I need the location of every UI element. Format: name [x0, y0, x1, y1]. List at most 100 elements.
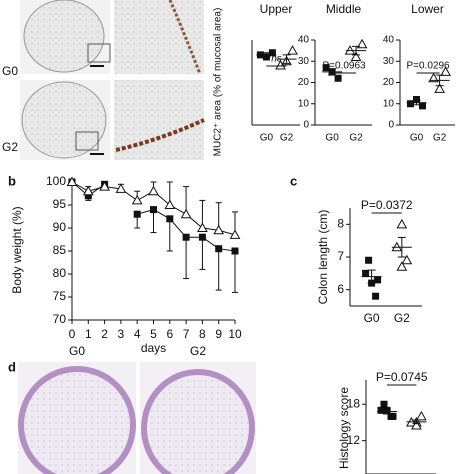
stain — [115, 118, 205, 152]
marker — [334, 74, 342, 82]
marker — [419, 102, 426, 110]
tissue — [21, 81, 107, 159]
stain — [168, 0, 202, 75]
marker — [150, 206, 157, 214]
marker — [413, 96, 420, 103]
marker — [350, 51, 362, 61]
y-tick-label: 0 — [388, 120, 394, 131]
tissue — [23, 0, 105, 73]
y-tick-label: 90 — [53, 220, 67, 234]
micrographs-a: G0 G2 — [2, 0, 205, 160]
x-tick-label: G2 — [280, 133, 294, 144]
marker — [268, 49, 276, 57]
x-tick-label: 8 — [199, 327, 206, 341]
x-tick-label: G2 — [433, 133, 447, 144]
y-tick-label: 18 — [347, 396, 361, 410]
x-axis-label: days — [141, 341, 166, 355]
marker — [148, 185, 159, 196]
marker — [365, 256, 373, 264]
marker — [387, 412, 395, 420]
x-tick-label: 4 — [134, 327, 141, 341]
x-tick-label: G0 — [260, 133, 274, 144]
tissue — [18, 366, 136, 474]
y-tick-label: 6 — [337, 282, 344, 296]
y-tick-label: 100 — [46, 174, 66, 188]
y-axis-label: MUC2⁺ area (% of mucosal area) — [213, 8, 224, 157]
panel-title: Lower — [411, 2, 444, 16]
y-tick-label: 75 — [53, 289, 67, 303]
marker — [322, 64, 330, 72]
micrographs-d — [18, 362, 256, 474]
marker — [84, 192, 92, 200]
x-tick-label: 6 — [166, 327, 173, 341]
marker — [213, 224, 225, 235]
marker — [372, 292, 380, 300]
significance-label: P=0.0296 — [406, 61, 450, 72]
marker — [287, 45, 298, 55]
y-tick-label: 20 — [383, 77, 395, 88]
x-tick-label: G2 — [349, 133, 363, 144]
inset-box — [75, 131, 99, 151]
marker — [198, 233, 206, 241]
y-tick-label: 0 — [303, 120, 309, 131]
x-tick-label: 5 — [150, 327, 157, 341]
marker — [380, 400, 388, 408]
y-tick-label: 12 — [347, 433, 361, 447]
y-axis-label: Histology score — [337, 387, 351, 469]
marker — [197, 222, 208, 232]
x-tick-label: G0 — [325, 133, 339, 144]
marker — [374, 276, 382, 284]
y-tick-label: 10 — [298, 98, 310, 109]
marker — [231, 247, 239, 255]
panel-letter: b — [8, 173, 16, 188]
x-tick-label: 1 — [85, 327, 92, 341]
y-tick-label: 30 — [383, 56, 395, 67]
group-label: G0 — [2, 64, 18, 78]
x-tick-label: 10 — [228, 327, 242, 341]
marker — [440, 66, 451, 76]
x-tick-label: 9 — [215, 327, 222, 341]
significance-label: ns — [271, 54, 282, 65]
marker — [131, 194, 143, 205]
marker — [229, 229, 241, 239]
x-tick-label: 3 — [118, 327, 125, 341]
panel-title: Middle — [326, 2, 362, 16]
y-tick-label: 40 — [383, 35, 395, 46]
marker — [362, 269, 370, 277]
x-tick-label: G0 — [410, 133, 424, 144]
image-label: G0 — [69, 344, 85, 358]
marker — [377, 406, 385, 414]
marker — [166, 215, 174, 223]
y-tick-label: 30 — [298, 56, 310, 67]
marker — [133, 210, 141, 218]
y-tick-label: 7 — [337, 249, 344, 263]
x-tick-label: 7 — [183, 327, 190, 341]
y-tick-label: 85 — [53, 243, 67, 257]
significance-label: P=0.0372 — [361, 198, 413, 212]
panel-letter: d — [8, 359, 16, 374]
y-tick-label: 8 — [337, 217, 344, 231]
marker — [180, 208, 192, 219]
x-tick-label: 0 — [69, 327, 76, 341]
panel-letter: c — [290, 173, 297, 188]
marker — [411, 419, 422, 430]
significance-label: P=0.0963 — [323, 61, 367, 72]
marker — [356, 38, 368, 49]
image-label: G2 — [190, 344, 206, 358]
marker — [416, 410, 427, 421]
marker — [99, 181, 110, 191]
y-tick-label: 80 — [53, 266, 67, 280]
group-label: G2 — [2, 140, 18, 154]
marker — [434, 83, 445, 93]
marker — [428, 72, 439, 83]
marker — [182, 233, 190, 241]
y-tick-label: 95 — [53, 197, 67, 211]
inset-box — [87, 43, 111, 63]
x-tick-label: 2 — [101, 327, 108, 341]
marker — [66, 176, 78, 186]
micrograph-zoom — [114, 80, 204, 160]
panel-title: Upper — [260, 2, 293, 16]
tissue — [141, 369, 255, 474]
y-tick-label: 20 — [298, 77, 310, 88]
